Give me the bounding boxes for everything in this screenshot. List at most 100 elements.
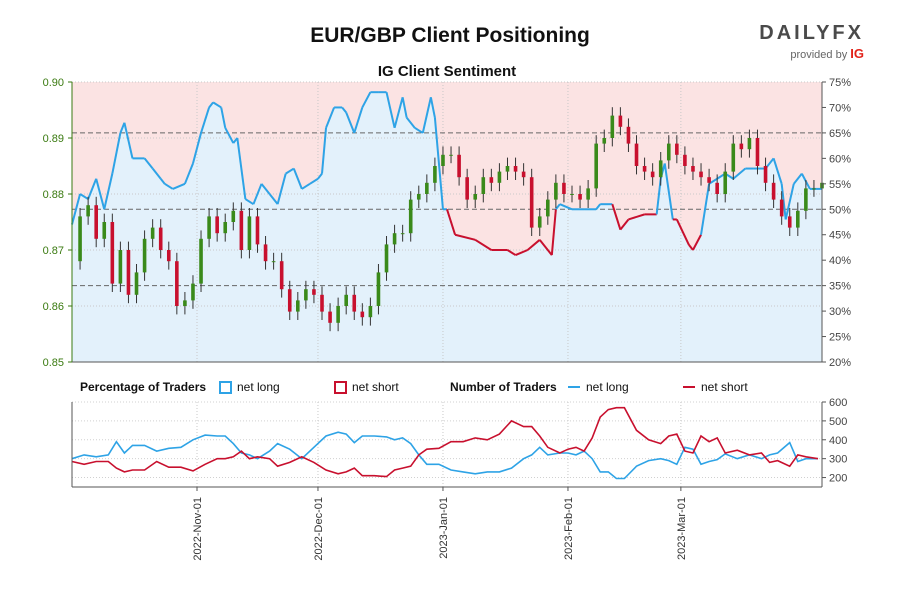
sentiment-line-segment	[784, 183, 795, 220]
sentiment-line-segment	[252, 183, 263, 205]
brand-provided-by: provided by IG	[759, 46, 864, 61]
candle-body	[126, 250, 131, 295]
candle-body	[586, 188, 590, 200]
sentiment-line-segment	[663, 163, 674, 220]
legend-num-short-swatch	[683, 386, 695, 388]
percent-tick-label: 65%	[829, 128, 851, 140]
date-tick-label: 2022-Dec-01	[313, 497, 325, 561]
candle-body	[207, 216, 211, 239]
sentiment-line-segment	[79, 193, 89, 200]
sentiment-line-segment	[421, 97, 432, 134]
candle-body	[812, 188, 816, 190]
candle-body	[457, 154, 461, 178]
date-tick-label: 2023-Mar-01	[676, 497, 688, 560]
candle-body	[223, 222, 228, 234]
price-tick-label: 0.87	[43, 245, 64, 257]
price-tick-label: 0.88	[43, 189, 64, 201]
candle-body	[231, 210, 236, 222]
sentiment-line-segment	[325, 107, 336, 129]
sentiment-line-segment	[95, 178, 106, 210]
sentiment-line-segment	[260, 183, 271, 195]
percent-tick-label: 60%	[829, 153, 851, 165]
legend-pct-short: net short	[352, 380, 399, 394]
candle-body	[94, 205, 98, 239]
sentiment-line-segment	[692, 234, 702, 251]
candle-body	[771, 182, 776, 200]
sentiment-line-segment	[164, 182, 174, 190]
percent-tick-label: 55%	[829, 179, 851, 191]
candle-body	[546, 199, 550, 217]
candle-body	[86, 205, 90, 217]
sentiment-line-segment	[559, 203, 573, 211]
candle-body	[642, 166, 647, 172]
candle-body	[723, 171, 728, 194]
candle-body	[360, 311, 365, 318]
sentiment-line-segment	[309, 177, 319, 185]
legend-number-title: Number of Traders	[450, 380, 557, 394]
sentiment-line-segment	[208, 101, 214, 109]
sentiment-line-segment	[429, 97, 436, 118]
count-tick-label: 400	[829, 435, 847, 447]
candle-body	[312, 289, 316, 295]
percent-tick-label: 35%	[829, 281, 851, 293]
candle-body	[175, 261, 179, 306]
sentiment-line-segment	[123, 122, 134, 159]
candle-body	[650, 171, 655, 178]
sentiment-line-segment	[236, 137, 247, 200]
sentiment-line-segment	[321, 127, 328, 174]
candle-body	[562, 182, 566, 194]
candle-body	[376, 272, 381, 306]
sentiment-line-segment	[772, 158, 783, 185]
candle-body	[336, 306, 340, 323]
price-tick-label: 0.86	[43, 301, 64, 313]
candle-body	[328, 311, 332, 323]
sentiment-line-segment	[515, 249, 529, 257]
sentiment-line-segment	[628, 213, 645, 221]
price-tick-label: 0.85	[43, 357, 64, 369]
sentiment-line-segment	[353, 107, 364, 134]
sentiment-line-segment	[506, 249, 517, 256]
sentiment-line-segment	[595, 203, 602, 210]
candle-body	[158, 227, 163, 250]
sentiment-line-segment	[87, 178, 98, 200]
sentiment-line-segment	[276, 173, 287, 205]
candle-body	[675, 143, 679, 155]
candle-body	[473, 194, 478, 200]
sentiment-line-segment	[317, 173, 323, 180]
sentiment-line-segment	[212, 101, 222, 109]
candle-body	[505, 166, 510, 172]
candle-body	[594, 143, 598, 189]
candle-body	[529, 177, 534, 228]
sentiment-line-segment	[700, 183, 711, 235]
sentiment-line-segment	[708, 177, 718, 185]
candle-body	[287, 289, 292, 312]
date-tick-label: 2022-Nov-01	[192, 497, 204, 561]
legend-num-short: net short	[701, 380, 748, 394]
candle-body	[497, 171, 502, 183]
candle-body	[481, 177, 486, 194]
candle-body	[118, 250, 123, 284]
candle-body	[626, 126, 631, 144]
candle-body	[255, 216, 260, 245]
count-tick-label: 500	[829, 416, 847, 428]
sentiment-line-segment	[780, 183, 787, 220]
sentiment-line-segment	[151, 167, 162, 180]
candle-body	[666, 143, 671, 161]
candle-body	[102, 222, 107, 239]
legend-num-long: net long	[586, 380, 629, 394]
percent-tick-label: 45%	[829, 230, 851, 242]
sentiment-line-segment	[224, 127, 235, 144]
sentiment-line-segment	[619, 218, 630, 231]
candle-body	[707, 177, 711, 183]
candle-body	[449, 154, 453, 156]
candle-body	[537, 216, 542, 228]
sentiment-line-segment	[405, 117, 416, 129]
count-tick-label: 200	[829, 473, 847, 485]
legend-pct-long-swatch	[219, 381, 232, 394]
sentiment-line-segment	[555, 203, 561, 210]
candle-body	[739, 143, 744, 150]
candle-body	[715, 182, 719, 194]
candle-body	[344, 294, 348, 306]
candle-body	[239, 210, 244, 250]
sentiment-line-segment	[538, 239, 553, 256]
